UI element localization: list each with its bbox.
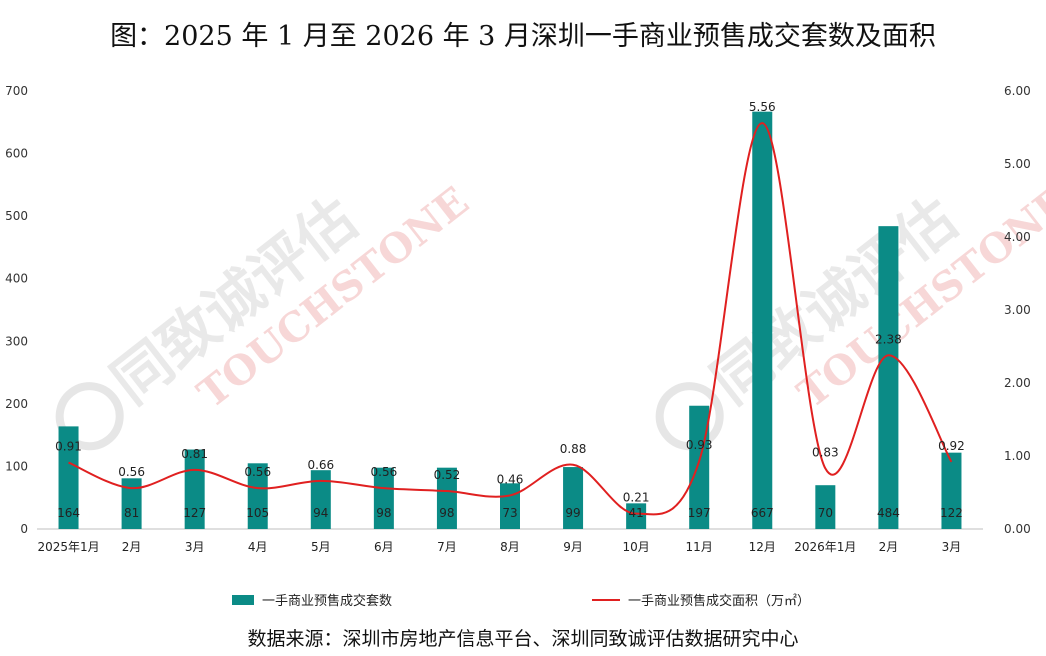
x-tick-label: 8月 <box>500 540 520 554</box>
legend-item-line: 一手商业预售成交面积（万㎡） <box>592 590 810 609</box>
line-value-label: 0.56 <box>244 465 271 479</box>
legend-swatch-line <box>592 598 620 601</box>
line-value-label: 0.91 <box>55 440 82 454</box>
x-tick-label: 2025年1月 <box>37 540 99 554</box>
x-tick-label: 6月 <box>374 540 394 554</box>
x-tick-label: 4月 <box>248 540 268 554</box>
bar-value-label: 70 <box>818 506 833 520</box>
bar <box>58 426 79 529</box>
bar <box>121 478 142 529</box>
bar-value-label: 164 <box>57 506 80 520</box>
source-note: 数据来源：深圳市房地产信息平台、深圳同致诚评估数据研究中心 <box>247 628 799 650</box>
line-value-label: 0.88 <box>560 442 587 456</box>
bar-series <box>58 111 962 530</box>
x-tick-label: 7月 <box>437 540 457 554</box>
line-value-label: 0.52 <box>434 468 461 482</box>
legend-swatch-bar <box>232 594 254 605</box>
bar <box>626 503 647 529</box>
line-value-label: 0.81 <box>181 447 208 461</box>
x-tick-label: 11月 <box>686 540 713 554</box>
y-right-tick-label: 6.00 <box>1004 84 1031 98</box>
y-left-tick-label: 0 <box>20 522 28 536</box>
bar-value-label: 484 <box>877 506 900 520</box>
x-tick-label: 2026年1月 <box>794 540 856 554</box>
line-value-label: 0.66 <box>307 458 334 472</box>
bar <box>815 485 836 529</box>
y-left-tick-label: 200 <box>5 397 28 411</box>
y-right-tick-label: 5.00 <box>1004 157 1031 171</box>
bar <box>563 467 584 529</box>
line-value-label: 0.46 <box>497 472 524 486</box>
bar <box>941 452 962 529</box>
chart-title: 图：2025 年 1 月至 2026 年 3 月深圳一手商业预售成交套数及面积 <box>110 21 936 52</box>
bar-value-label: 197 <box>688 506 711 520</box>
bar-value-label: 94 <box>313 506 328 520</box>
bar-value-label: 98 <box>376 506 391 520</box>
bar-value-label: 127 <box>183 506 206 520</box>
bar <box>310 470 331 529</box>
legend-label-line: 一手商业预售成交面积（万㎡） <box>628 594 811 609</box>
bar-value-label: 99 <box>565 506 580 520</box>
legend-item-bar: 一手商业预售成交套数 <box>232 590 392 609</box>
y-left-tick-label: 100 <box>5 459 28 473</box>
line-value-label: 5.56 <box>749 100 776 114</box>
y-right-tick-label: 1.00 <box>1004 449 1031 463</box>
bar <box>436 467 457 529</box>
bar <box>878 226 899 529</box>
bar-value-label: 41 <box>628 506 643 520</box>
x-tick-label: 10月 <box>622 540 649 554</box>
data-labels: 164 81 127 105 94 98 98 73 99 41 197 667 70 484 122 0.9… <box>55 100 965 520</box>
line-value-label: 0.56 <box>371 465 398 479</box>
x-tick-label: 3月 <box>942 540 962 554</box>
line-value-label: 0.93 <box>686 438 713 452</box>
x-tick-label: 9月 <box>563 540 583 554</box>
bar-value-label: 105 <box>246 506 269 520</box>
y-left-tick-label: 700 <box>5 84 28 98</box>
line-value-label: 0.56 <box>118 465 145 479</box>
x-tick-label: 2月 <box>879 540 899 554</box>
line-value-label: 0.92 <box>938 439 965 453</box>
y-left-tick-label: 400 <box>5 272 28 286</box>
bar-value-label: 81 <box>124 506 139 520</box>
y-right-tick-label: 0.00 <box>1004 522 1031 536</box>
bar-value-label: 98 <box>439 506 454 520</box>
legend-label-bar: 一手商业预售成交套数 <box>262 594 393 609</box>
line-value-label: 2.38 <box>875 332 902 346</box>
bar <box>689 405 710 529</box>
x-tick-label: 5月 <box>311 540 331 554</box>
bar <box>752 111 773 530</box>
bar <box>373 467 394 529</box>
bar <box>247 463 268 529</box>
bar-value-label: 667 <box>751 506 774 520</box>
x-tick-label: 2月 <box>122 540 142 554</box>
y-left-tick-label: 500 <box>5 209 28 223</box>
x-tick-label: 3月 <box>185 540 205 554</box>
bar-value-label: 122 <box>940 506 963 520</box>
line-series <box>68 122 953 516</box>
line-value-label: 0.21 <box>623 491 650 505</box>
x-tick-label: 12月 <box>749 540 776 554</box>
y-left-tick-label: 300 <box>5 334 28 348</box>
y-right-tick-label: 4.00 <box>1004 230 1031 244</box>
y-right-tick-label: 3.00 <box>1004 303 1031 317</box>
line-value-label: 0.83 <box>812 445 839 459</box>
legend: 一手商业预售成交套数 一手商业预售成交面积（万㎡） <box>0 590 1046 610</box>
y-right-tick-label: 2.00 <box>1004 376 1031 390</box>
area-line <box>68 122 953 516</box>
y-left-tick-label: 600 <box>5 147 28 161</box>
bar-value-label: 73 <box>502 506 517 520</box>
